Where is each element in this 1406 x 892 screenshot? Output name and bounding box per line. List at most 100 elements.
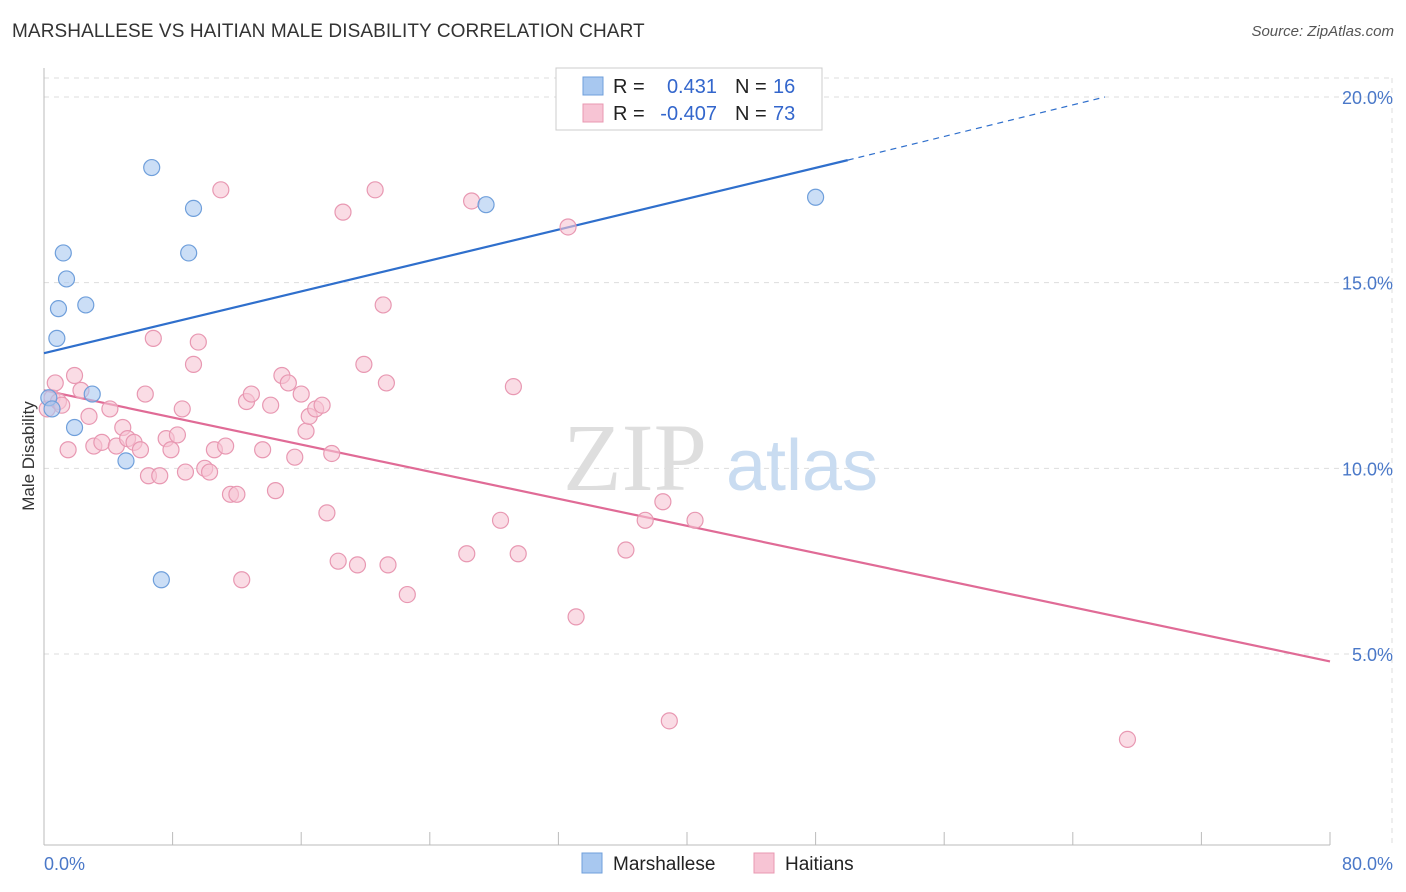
point-marshallese-14 xyxy=(477,196,495,214)
point-haitians-62 xyxy=(491,511,510,529)
watermark: ZIP atlas xyxy=(563,404,878,511)
point-haitians-54 xyxy=(355,355,373,373)
point-haitians-66 xyxy=(567,608,585,626)
point-haitians-22 xyxy=(162,441,180,459)
y-tick-label-1: 10.0% xyxy=(1342,459,1393,479)
point-haitians-5 xyxy=(59,441,77,459)
legend-r-value-2: -0.407 xyxy=(660,103,717,125)
point-haitians-43 xyxy=(286,448,304,466)
trendline-marshallese-extension xyxy=(847,96,1106,161)
point-haitians-34 xyxy=(228,485,246,503)
point-haitians-26 xyxy=(184,355,203,373)
axes xyxy=(43,68,1331,846)
legend-n-value-1: 16 xyxy=(773,76,795,98)
point-haitians-39 xyxy=(262,396,280,414)
chart-title: MARSHALLESE VS HAITIAN MALE DISABILITY C… xyxy=(12,21,645,42)
legend-r-label-2: R = xyxy=(613,103,645,125)
y-tick-label-2: 15.0% xyxy=(1342,274,1393,294)
point-haitians-69 xyxy=(654,493,672,511)
series-legend: Marshallese Haitians xyxy=(581,852,854,875)
point-haitians-11 xyxy=(101,400,119,418)
source-credit: Source: ZipAtlas.com xyxy=(1251,23,1394,40)
trend-lines xyxy=(43,96,1331,663)
point-haitians-2 xyxy=(46,374,64,392)
point-haitians-63 xyxy=(504,378,522,396)
x-tick-label-0: 0.0% xyxy=(44,854,85,874)
point-haitians-16 xyxy=(131,441,150,459)
bottom-legend-swatch-marshallese xyxy=(581,852,603,874)
point-haitians-51 xyxy=(329,552,347,570)
point-haitians-70 xyxy=(660,712,678,730)
legend-r-value-1: 0.431 xyxy=(667,76,717,98)
point-marshallese-9 xyxy=(117,452,135,470)
point-haitians-40 xyxy=(266,482,285,500)
point-haitians-71 xyxy=(686,511,704,529)
point-marshallese-1 xyxy=(43,400,61,418)
point-haitians-61 xyxy=(462,192,481,210)
point-haitians-31 xyxy=(212,181,230,199)
data-points xyxy=(38,158,1137,749)
point-haitians-45 xyxy=(297,422,315,440)
point-marshallese-10 xyxy=(143,158,161,177)
point-marshallese-7 xyxy=(77,296,95,314)
point-haitians-58 xyxy=(379,556,397,574)
point-haitians-27 xyxy=(189,333,207,351)
point-haitians-57 xyxy=(377,374,395,392)
point-marshallese-2 xyxy=(48,329,66,347)
point-haitians-37 xyxy=(242,385,260,403)
point-haitians-24 xyxy=(173,400,191,418)
point-haitians-6 xyxy=(65,366,84,385)
point-haitians-35 xyxy=(233,571,251,589)
legend-n-value-2: 73 xyxy=(773,103,795,125)
trendline-haitians xyxy=(43,389,1331,663)
point-marshallese-11 xyxy=(152,571,170,589)
point-haitians-23 xyxy=(168,426,187,444)
point-haitians-72 xyxy=(1118,730,1137,749)
watermark-atlas: atlas xyxy=(726,426,878,506)
point-marshallese-8 xyxy=(83,385,101,403)
point-haitians-60 xyxy=(458,545,476,563)
bottom-legend-haitians: Haitians xyxy=(785,854,854,875)
y-tick-label-0: 5.0% xyxy=(1352,645,1393,665)
y-tick-label-3: 20.0% xyxy=(1342,88,1393,108)
point-marshallese-3 xyxy=(49,300,68,318)
point-haitians-64 xyxy=(509,545,527,563)
point-haitians-56 xyxy=(374,296,392,314)
point-haitians-48 xyxy=(313,396,331,414)
point-marshallese-4 xyxy=(54,244,72,262)
point-haitians-53 xyxy=(348,556,367,574)
legend-swatch-haitians xyxy=(582,103,604,123)
point-haitians-8 xyxy=(80,407,98,425)
y-tick-labels: 5.0% 10.0% 15.0% 20.0% xyxy=(1342,88,1393,665)
point-haitians-19 xyxy=(144,329,162,347)
legend-r-label-1: R = xyxy=(613,76,645,98)
point-haitians-67 xyxy=(617,541,635,559)
point-haitians-10 xyxy=(93,433,111,451)
point-haitians-55 xyxy=(366,181,384,199)
stats-legend: R = 0.431 N = 16 R = -0.407 N = 73 xyxy=(555,67,823,131)
point-haitians-44 xyxy=(292,385,310,403)
trendline-marshallese xyxy=(43,159,849,355)
bottom-legend-marshallese: Marshallese xyxy=(613,854,715,875)
point-haitians-52 xyxy=(334,203,352,221)
point-haitians-32 xyxy=(217,437,235,455)
legend-n-label-2: N = xyxy=(735,103,767,125)
point-marshallese-15 xyxy=(806,188,825,206)
point-haitians-50 xyxy=(323,444,341,463)
point-haitians-20 xyxy=(151,467,169,485)
point-haitians-38 xyxy=(254,441,272,459)
x-tick-label-1: 80.0% xyxy=(1342,854,1393,874)
point-haitians-59 xyxy=(398,585,416,604)
legend-n-label-1: N = xyxy=(735,76,767,98)
point-haitians-25 xyxy=(176,463,195,481)
point-marshallese-5 xyxy=(57,270,76,288)
x-tick-labels: 0.0% 80.0% xyxy=(44,854,1393,874)
gridlines xyxy=(44,77,1393,845)
point-haitians-42 xyxy=(279,374,297,392)
point-haitians-29 xyxy=(200,463,219,481)
point-haitians-68 xyxy=(636,511,654,529)
point-haitians-17 xyxy=(136,385,154,403)
bottom-legend-swatch-haitians xyxy=(753,852,775,874)
point-marshallese-6 xyxy=(65,418,84,437)
